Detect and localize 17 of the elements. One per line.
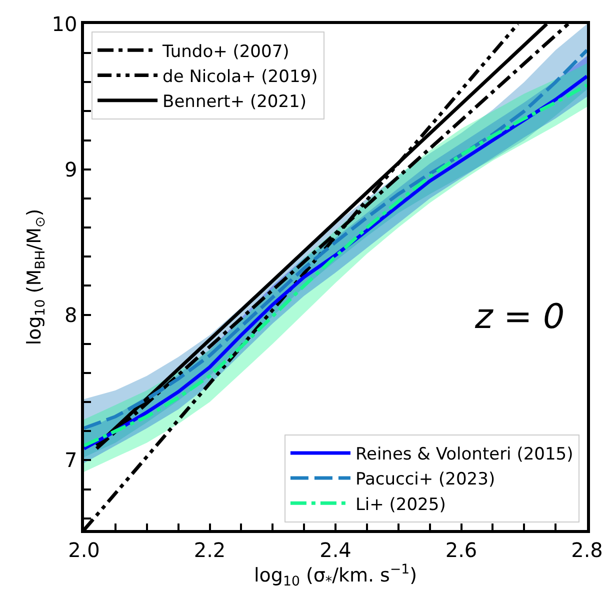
x-tick-label: 2.2 <box>194 538 226 562</box>
y-tick-label: 9 <box>64 157 78 182</box>
x-tick-label: 2.4 <box>320 538 352 562</box>
x-tick-label: 2.0 <box>68 538 100 562</box>
y-tick-label: 10 <box>52 12 78 36</box>
legend-label: Pacucci+ (2023) <box>355 470 496 490</box>
x-axis-title: log$_{10}$ (σ$_{*}$/km. s$^{−1}$) <box>254 562 417 590</box>
y-tick-label: 7 <box>64 448 78 472</box>
legend-label: Tundo+ (2007) <box>162 42 290 62</box>
legend-label: Bennert+ (2021) <box>162 92 307 112</box>
legend-label: de Nicola+ (2019) <box>162 66 318 87</box>
x-tick-label: 2.6 <box>445 538 478 562</box>
y-tick-label: 8 <box>64 302 78 327</box>
annotation: z = 0 <box>474 297 565 337</box>
legend-label: Li+ (2025) <box>355 494 446 515</box>
legend-label: Reines & Volonteri (2015) <box>355 444 574 465</box>
x-tick-label: 2.8 <box>571 538 603 562</box>
